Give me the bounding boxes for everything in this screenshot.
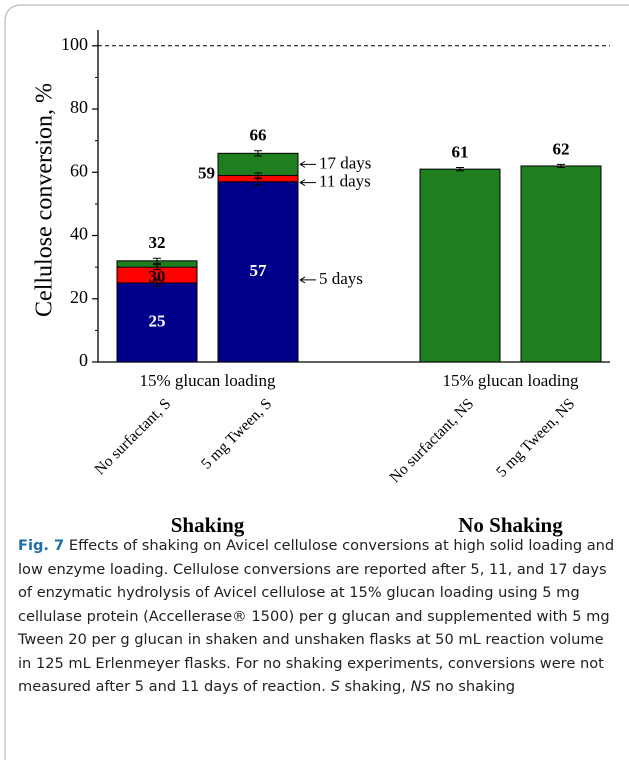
bar: [520, 165, 602, 363]
series-annotation: 17 days: [319, 153, 371, 172]
caption-text: no shaking: [430, 678, 516, 695]
error-bar: [456, 167, 464, 172]
error-bar: [153, 264, 161, 271]
caption-label: Fig. 7: [18, 537, 65, 554]
series-annotation: 11 days: [319, 172, 371, 191]
annotation-arrow: [299, 276, 316, 284]
y-tick-label: 60: [70, 160, 88, 180]
x-tick-label: No surfactant, S: [91, 395, 174, 478]
y-tick-label: 0: [79, 350, 88, 370]
y-tick-label: 100: [61, 34, 88, 54]
y-tick-label: 80: [70, 97, 88, 117]
value-label: 59: [198, 163, 215, 182]
bar: [419, 168, 501, 363]
error-bar: [254, 172, 262, 179]
error-bar: [557, 163, 565, 169]
group-label: 15% glucan loading: [443, 371, 579, 390]
group-label: 15% glucan loading: [140, 371, 276, 390]
frame: [4, 4, 629, 760]
value-label: 61: [452, 142, 469, 161]
panel-label: Shaking: [171, 513, 245, 537]
error-bar: [153, 279, 161, 287]
bar: [217, 181, 299, 363]
error-bar: [153, 257, 161, 264]
panel-label: No Shaking: [458, 513, 563, 537]
value-label: 57: [250, 261, 268, 280]
error-bar: [254, 150, 262, 157]
caption-abbr: S: [330, 678, 340, 695]
caption-text: Effects of shaking on Avicel cellulose c…: [18, 537, 615, 695]
x-tick-label: 5 mg Tween, NS: [493, 395, 578, 480]
y-axis-label: Cellulose conversion, %: [32, 83, 58, 317]
caption-abbr: NS: [410, 678, 431, 695]
y-tick-label: 40: [70, 224, 88, 244]
error-bar: [254, 178, 262, 186]
annotation-arrow: [299, 160, 316, 168]
value-label: 66: [250, 126, 267, 145]
x-tick-label: No surfactant, NS: [386, 395, 477, 486]
value-label: 25: [149, 311, 166, 330]
series-annotation: 5 days: [319, 269, 363, 288]
caption-text: shaking,: [339, 678, 411, 695]
value-label: 30: [149, 267, 166, 286]
value-label: 32: [149, 233, 166, 252]
x-tick-label: 5 mg Tween, S: [198, 395, 275, 472]
y-tick-label: 20: [70, 287, 88, 307]
value-label: 62: [553, 139, 570, 158]
caption: Fig. 7 Effects of shaking on Avicel cell…: [18, 534, 616, 699]
annotation-arrow: [299, 179, 316, 187]
